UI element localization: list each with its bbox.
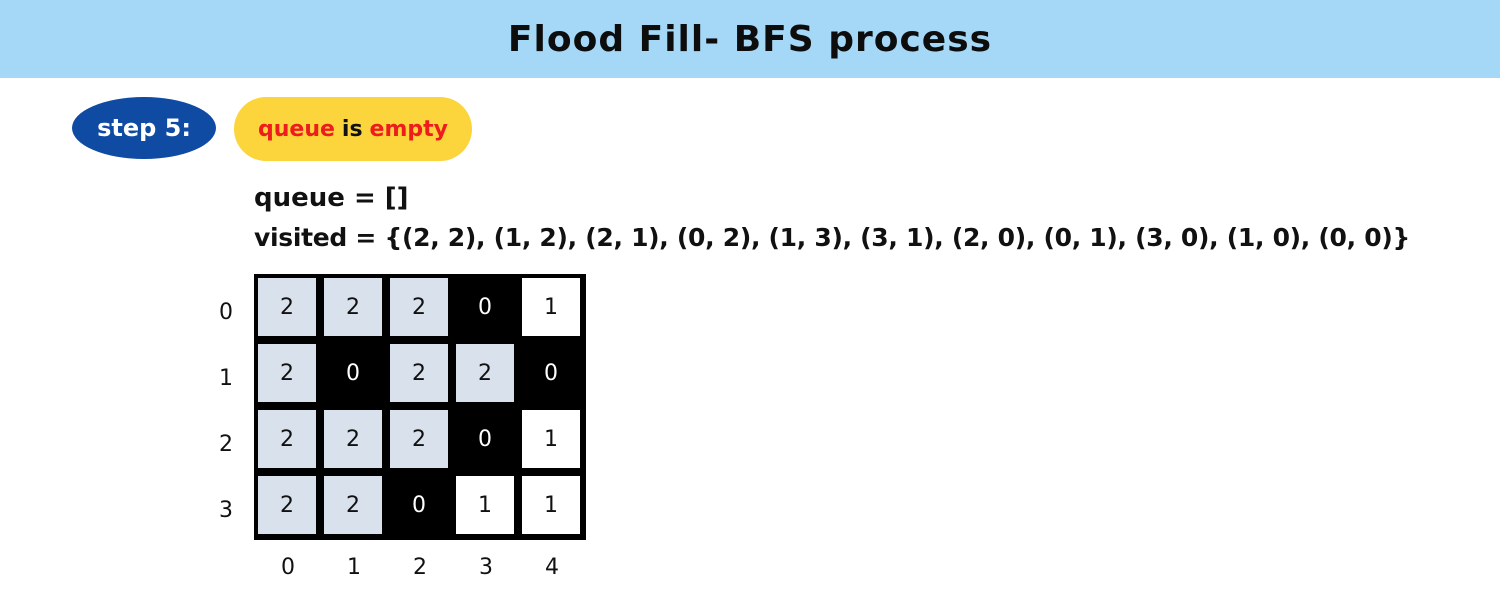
note-word-empty: empty — [369, 116, 448, 142]
header-bar: Flood Fill- BFS process — [0, 0, 1500, 78]
grid-cell: 1 — [522, 476, 580, 534]
row-label: 2 — [219, 431, 233, 457]
column-label: 0 — [281, 554, 295, 580]
grid-cell: 2 — [258, 344, 316, 402]
note-word-is: is — [341, 116, 363, 142]
grid-cell: 2 — [324, 278, 382, 336]
column-label: 1 — [347, 554, 361, 580]
grid-cell: 0 — [324, 344, 382, 402]
grid-cell: 0 — [456, 278, 514, 336]
grid-cell: 2 — [456, 344, 514, 402]
page-title: Flood Fill- BFS process — [507, 18, 993, 60]
visited-line: visited = {(2, 2), (1, 2), (2, 1), (0, 2… — [254, 223, 1410, 252]
grid-cell: 2 — [390, 410, 448, 468]
row-label: 1 — [219, 365, 233, 391]
grid-cell: 1 — [456, 476, 514, 534]
grid-cell: 2 — [258, 476, 316, 534]
status-note: queue is empty — [234, 97, 472, 161]
grid-cell: 2 — [390, 278, 448, 336]
grid-cell: 0 — [390, 476, 448, 534]
grid-cell: 1 — [522, 410, 580, 468]
row-label: 3 — [219, 497, 233, 523]
step-label: step 5: — [97, 114, 191, 142]
step-badge: step 5: — [72, 97, 216, 159]
grid-cell: 2 — [324, 476, 382, 534]
queue-line: queue = [] — [254, 183, 409, 213]
note-word-queue: queue — [257, 116, 335, 142]
grid-cell: 2 — [324, 410, 382, 468]
column-label: 2 — [413, 554, 427, 580]
column-label: 3 — [479, 554, 493, 580]
row-label: 0 — [219, 299, 233, 325]
grid-cell: 1 — [522, 278, 580, 336]
grid-cell: 0 — [522, 344, 580, 402]
grid-cell: 2 — [390, 344, 448, 402]
column-label: 4 — [545, 554, 559, 580]
grid-cell: 2 — [258, 410, 316, 468]
grid-cell: 2 — [258, 278, 316, 336]
grid-cell: 0 — [456, 410, 514, 468]
